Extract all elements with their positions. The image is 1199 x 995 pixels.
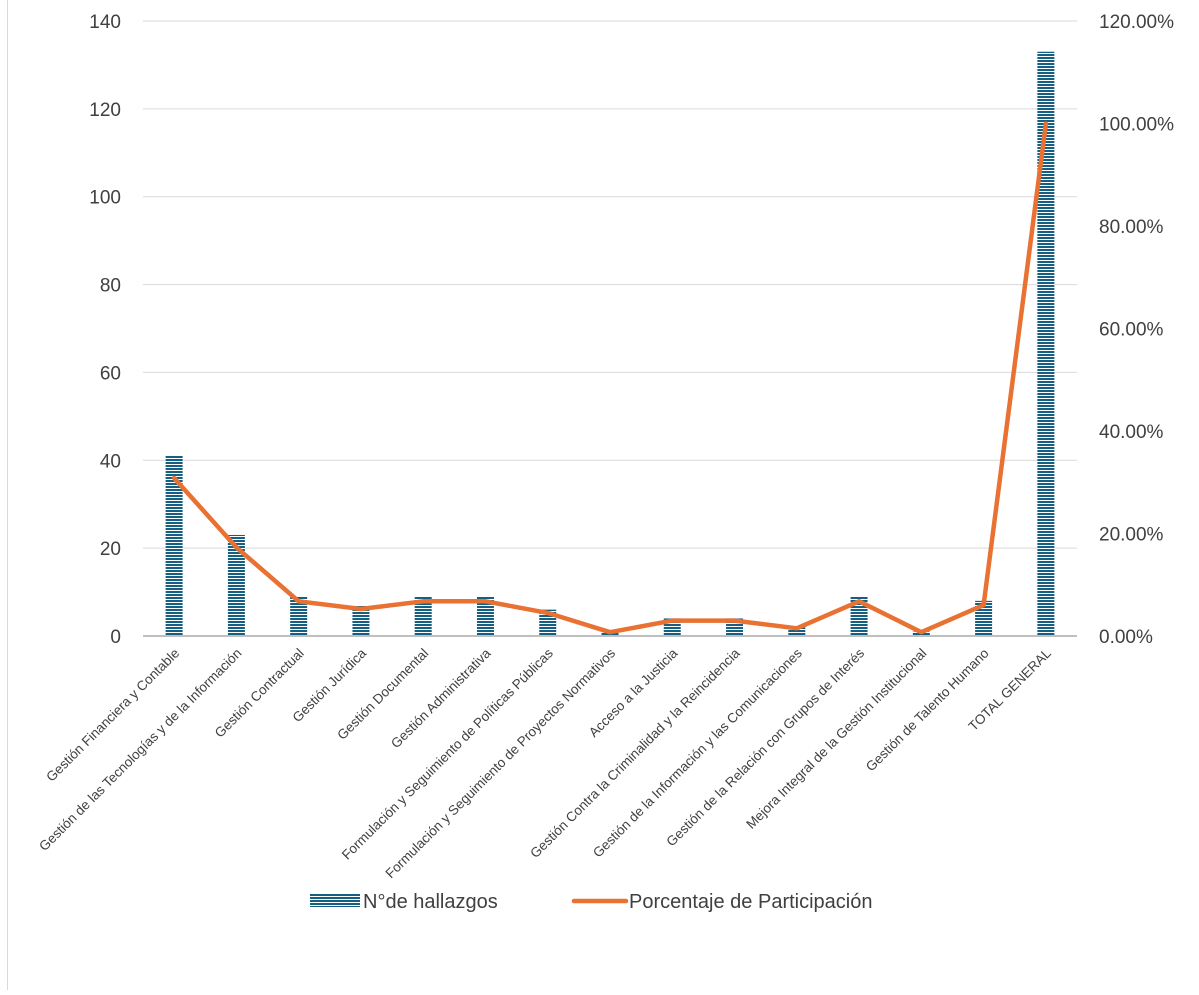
x-tick-label: Gestión de la Información y las Comunica…: [590, 645, 805, 860]
line-point: [919, 630, 923, 634]
line-point: [1044, 122, 1048, 125]
bar: [414, 596, 432, 636]
line-point: [857, 599, 861, 603]
y-right-tick-label: 40.00%: [1099, 422, 1164, 443]
y-left-tick-label: 0: [110, 627, 121, 648]
line-point: [234, 545, 238, 549]
y-left-tick-label: 140: [89, 12, 121, 33]
x-tick-label: Formulación y Seguimiento de Políticas P…: [339, 645, 556, 862]
bar: [788, 627, 806, 636]
y-right-tick-label: 120.00%: [1099, 12, 1174, 33]
legend-label-line: Porcentaje de Participación: [629, 891, 872, 913]
x-tick-label: Gestión Financiera y Contable: [43, 646, 182, 785]
legend: N°de hallazgos Porcentaje de Participació…: [310, 891, 872, 913]
legend-item-bars: N°de hallazgos: [310, 891, 498, 913]
line-point: [795, 626, 799, 630]
line-path: [171, 121, 1049, 635]
line-point: [421, 599, 425, 603]
bar-series: [165, 51, 1055, 636]
bar: [1037, 51, 1055, 636]
y-right-tick-label: 0.00%: [1099, 627, 1153, 648]
y-left-tick-label: 40: [100, 451, 121, 472]
x-tick-label: Gestión Contra la Criminalidad y la Rein…: [527, 645, 743, 861]
y-left-tick-label: 60: [100, 363, 121, 384]
gridlines: [143, 20, 1077, 549]
y-axis-left: 0 20 40 60 80 100 120 140: [89, 12, 121, 648]
bar: [227, 534, 245, 636]
y-right-tick-label: 100.00%: [1099, 115, 1174, 136]
y-right-tick-label: 60.00%: [1099, 320, 1164, 341]
bar: [165, 455, 183, 636]
y-left-tick-label: 100: [89, 188, 121, 209]
line-point: [733, 619, 737, 623]
line-point: [172, 476, 176, 480]
line-point: [670, 619, 674, 623]
line-point: [359, 607, 363, 611]
x-tick-label: Gestión de Talento Humano: [863, 646, 992, 775]
line-point: [608, 630, 612, 634]
frame-border: [7, 0, 8, 990]
y-left-tick-label: 80: [100, 276, 121, 297]
bar: [290, 596, 308, 636]
line-point: [297, 599, 301, 603]
bar: [352, 605, 370, 636]
legend-item-line: Porcentaje de Participación: [571, 891, 872, 913]
y-right-tick-label: 80.00%: [1099, 217, 1164, 238]
x-axis-labels: Gestión Financiera y Contable Gestión de …: [36, 645, 1054, 881]
bar: [476, 596, 494, 636]
line-point: [982, 603, 986, 607]
y-left-tick-label: 120: [89, 100, 121, 121]
bar: [850, 596, 868, 636]
line-series: [171, 121, 1049, 635]
y-right-tick-label: 20.00%: [1099, 525, 1164, 546]
line-point: [483, 599, 487, 603]
legend-bar-swatch: [310, 894, 360, 907]
y-axis-right: 0.00% 20.00% 40.00% 60.00% 80.00% 100.00% 120.…: [1099, 12, 1174, 648]
legend-label-bars: N°de hallazgos: [363, 891, 498, 913]
x-tick-label: Formulación y Seguimiento de Proyectos N…: [383, 645, 619, 881]
y-left-tick-label: 20: [100, 539, 121, 560]
bar: [975, 600, 993, 636]
line-point: [546, 611, 550, 615]
